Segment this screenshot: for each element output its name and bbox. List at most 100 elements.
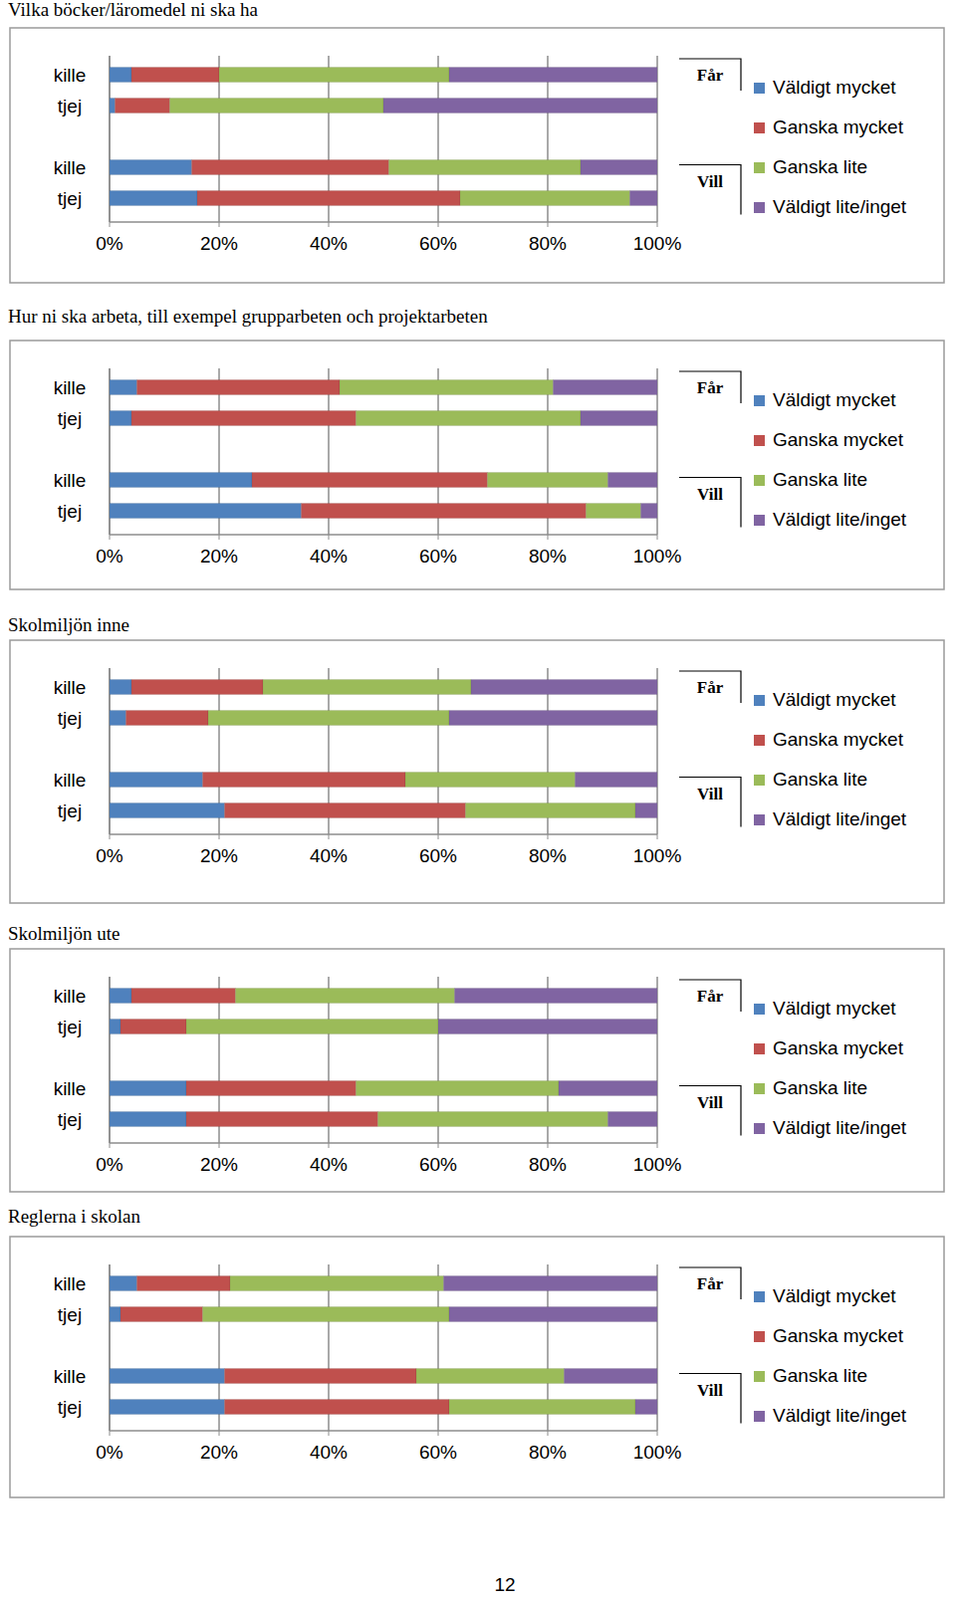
category-label: kille: [53, 1366, 87, 1388]
bar-segment: [109, 680, 132, 696]
bar-segment: [466, 803, 637, 819]
bar-segment: [126, 711, 210, 726]
legend-label: Ganska lite: [772, 1077, 868, 1099]
tick-label: 20%: [200, 845, 239, 867]
bar-segment: [120, 1307, 204, 1323]
legend-swatch: [753, 1083, 765, 1095]
bar-segment: [608, 1112, 659, 1128]
bar-segment: [109, 1369, 226, 1385]
tick-label: 100%: [633, 1154, 683, 1176]
category-label: tjej: [57, 500, 82, 522]
x-axis: [109, 833, 658, 836]
chart-title: Reglerna i skolan: [7, 1205, 141, 1227]
bar-segment: [630, 191, 659, 207]
group-label: Får: [697, 986, 724, 1006]
bar-segment: [471, 680, 658, 696]
bar-segment: [109, 67, 132, 83]
bar-segment: [109, 411, 132, 427]
bar-segment: [225, 1369, 418, 1385]
group-label: Vill: [697, 484, 723, 504]
category-label: kille: [53, 1273, 87, 1295]
bar-segment: [109, 191, 198, 207]
bar-segment: [109, 1307, 121, 1323]
bar-segment: [186, 1112, 379, 1128]
bar-segment: [131, 680, 263, 696]
bar-segment: [170, 98, 385, 114]
group-label: Får: [697, 1274, 724, 1294]
bar-segment: [389, 160, 582, 176]
bar-segment: [580, 411, 658, 427]
bar-segment: [444, 1276, 659, 1292]
legend-label: Väldigt mycket: [772, 76, 897, 98]
bar-segment: [378, 1112, 609, 1128]
tick-label: 80%: [528, 1441, 567, 1463]
category-label: tjej: [57, 708, 82, 729]
bar-segment: [230, 1276, 445, 1292]
tick-label: 20%: [200, 233, 239, 254]
bar-segment: [438, 1019, 658, 1035]
category-label: kille: [53, 985, 87, 1007]
bar-segment: [487, 473, 609, 488]
bar-segment: [383, 98, 658, 114]
bar-segment: [405, 772, 576, 788]
group-bracket: [679, 165, 741, 216]
tick-label: 0%: [95, 1441, 124, 1463]
legend-swatch: [753, 1331, 765, 1343]
legend-swatch: [753, 475, 765, 486]
bar-segment: [225, 803, 467, 819]
legend-label: Ganska mycket: [772, 728, 905, 750]
page: Vilka böcker/läromedel ni ska ha0%20%40%…: [0, 0, 956, 1600]
bar-segment: [137, 380, 341, 396]
category-label: tjej: [57, 1109, 82, 1131]
legend-swatch: [753, 814, 765, 826]
bar-segment: [449, 711, 658, 726]
bar-segment: [236, 988, 456, 1004]
bar-segment: [564, 1369, 659, 1385]
tick-label: 80%: [528, 1154, 567, 1176]
legend-swatch: [753, 395, 765, 407]
chart-title: Skolmiljön ute: [7, 923, 120, 945]
chart: Vilka böcker/läromedel ni ska ha0%20%40%…: [7, 0, 945, 283]
category-label: tjej: [57, 1016, 82, 1038]
legend-label: Ganska mycket: [772, 116, 905, 138]
category-label: kille: [53, 1078, 87, 1100]
bar-segment: [262, 680, 472, 696]
bar-segment: [109, 1276, 138, 1292]
chart: Reglerna i skolan0%20%40%60%80%100%kille…: [7, 1205, 945, 1498]
bar-segment: [109, 380, 138, 396]
x-axis: [109, 1142, 658, 1145]
chart: Skolmiljön inne0%20%40%60%80%100%killetj…: [7, 614, 945, 904]
chart-frame: [9, 1236, 945, 1498]
category-label: kille: [53, 377, 87, 399]
bars: [109, 67, 658, 207]
bar-segment: [131, 411, 357, 427]
group-label: Vill: [697, 1381, 723, 1401]
legend-label: Ganska lite: [772, 156, 868, 178]
group-label: Får: [697, 378, 724, 398]
bar-segment: [219, 67, 450, 83]
group-label: Får: [697, 65, 724, 85]
bar-segment: [109, 1112, 187, 1128]
group-bracket: [679, 1267, 741, 1300]
tick-label: 0%: [95, 545, 124, 567]
group-bracket: [679, 478, 741, 528]
tick-label: 40%: [309, 545, 348, 567]
tick-label: 80%: [528, 845, 567, 867]
bar-segment: [635, 1400, 658, 1416]
bars: [109, 988, 658, 1128]
chart-title: Hur ni ska arbeta, till exempel grupparb…: [7, 305, 488, 327]
tick-label: 20%: [200, 545, 239, 567]
bar-segment: [449, 1307, 658, 1323]
chart-frame: [9, 640, 945, 904]
bar-segment: [109, 1019, 121, 1035]
bar-segment: [449, 67, 658, 83]
group-bracket: [679, 671, 741, 704]
tick-label: 20%: [200, 1154, 239, 1176]
legend-swatch: [753, 1123, 765, 1135]
bar-segment: [120, 1019, 187, 1035]
legend-label: Väldigt mycket: [772, 997, 897, 1019]
tick-label: 100%: [633, 233, 683, 254]
bar-segment: [251, 473, 488, 488]
tick-label: 40%: [309, 845, 348, 867]
bar-segment: [197, 191, 461, 207]
